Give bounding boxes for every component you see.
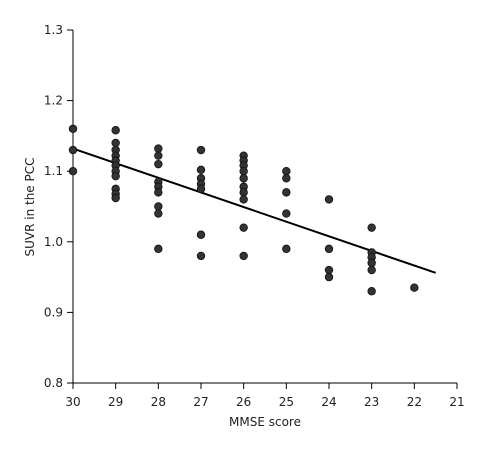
x-tick-label: 30	[65, 395, 80, 409]
data-point	[367, 223, 376, 232]
y-tick-label: 1.1	[44, 164, 63, 178]
data-point	[367, 258, 376, 268]
data-point	[154, 244, 163, 254]
data-point	[196, 165, 206, 174]
y-tick-label: 0.8	[44, 376, 63, 390]
data-point	[282, 166, 291, 176]
x-tick-label: 26	[236, 395, 251, 409]
data-point	[239, 195, 248, 204]
data-point	[111, 193, 120, 203]
data-point	[282, 209, 291, 218]
y-tick-label: 1.0	[44, 235, 63, 249]
x-tick-label: 29	[108, 395, 123, 409]
data-point	[324, 244, 334, 254]
data-points	[68, 124, 419, 296]
axes: 0.8 0.9 1.0 1.1 1.2 1.3 30 29 28 27 26 25 24 23 22 21	[44, 23, 465, 409]
y-tick-label: 1.3	[44, 23, 63, 37]
data-point	[367, 287, 376, 296]
x-tick-label: 25	[279, 395, 294, 409]
regression-line-group	[72, 147, 436, 274]
data-point	[154, 159, 163, 169]
data-point	[111, 171, 120, 181]
data-point	[282, 188, 291, 197]
data-point	[282, 174, 291, 183]
data-point	[239, 174, 248, 183]
data-point	[239, 251, 248, 261]
x-tick-label: 24	[321, 395, 336, 409]
data-point	[239, 188, 248, 197]
data-point	[196, 184, 206, 194]
data-point	[68, 166, 78, 176]
data-point	[239, 166, 248, 176]
data-point	[196, 230, 206, 239]
data-point	[68, 124, 78, 134]
data-point	[196, 145, 206, 155]
y-axis-label: SUVR in the PCC	[23, 157, 37, 256]
data-point	[324, 272, 334, 282]
data-point	[154, 209, 163, 218]
x-tick-label: 22	[407, 395, 422, 409]
data-point	[282, 244, 291, 254]
data-point	[367, 265, 376, 275]
data-point	[324, 195, 334, 204]
x-tick-label: 21	[449, 395, 464, 409]
data-point	[196, 251, 206, 261]
x-tick-label: 27	[193, 395, 208, 409]
data-point	[154, 151, 163, 160]
data-point	[410, 283, 419, 292]
x-tick-label: 23	[364, 395, 379, 409]
y-tick-label: 1.2	[44, 94, 63, 108]
x-tick-label: 28	[151, 395, 166, 409]
data-point	[154, 202, 163, 211]
data-point	[239, 223, 248, 232]
data-point	[68, 145, 78, 155]
data-point	[154, 188, 163, 197]
x-axis-label: MMSE score	[229, 415, 301, 429]
data-point	[324, 265, 334, 275]
regression-line	[72, 147, 436, 274]
data-point	[111, 126, 120, 135]
axis-labels: MMSE score SUVR in the PCC	[23, 157, 301, 429]
y-tick-label: 0.9	[44, 305, 63, 319]
data-point	[154, 144, 163, 153]
data-point	[111, 138, 120, 148]
